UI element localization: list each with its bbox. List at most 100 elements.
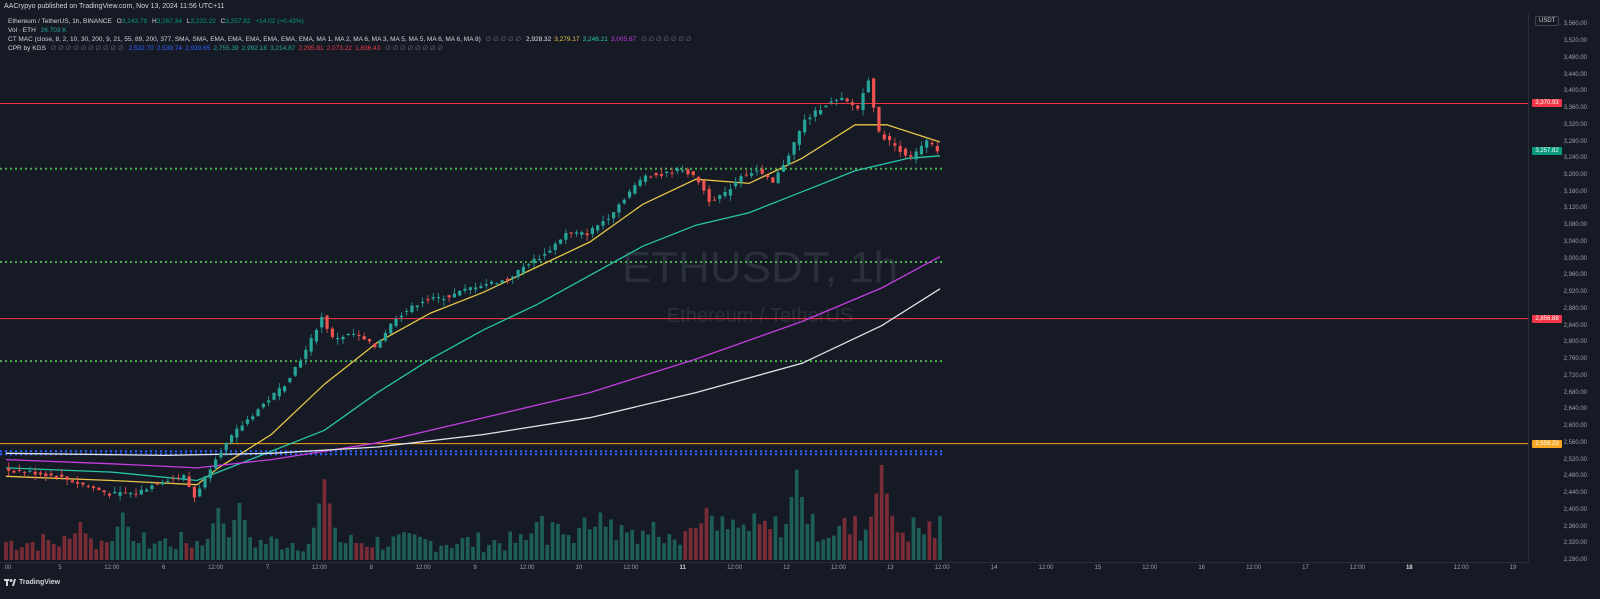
candle-body: [420, 301, 425, 304]
volume-bar: [656, 536, 661, 560]
volume-bar: [906, 541, 911, 560]
cpr-legend-row[interactable]: CPR by KGS ∅ ∅ ∅ ∅ ∅ ∅ ∅ ∅ ∅ ∅ 2,532.70 2…: [8, 44, 691, 53]
candle-body: [527, 264, 531, 266]
ohlc-change: +14.02 (+0.43%): [255, 18, 304, 25]
time-axis[interactable]: 00 5 12:00 6 12:00 7 12:00 8 12:00 9 12:00 10 12:00 1…: [0, 562, 1528, 577]
volume-bar: [566, 535, 571, 560]
cpr-label: CPR by KGS: [8, 45, 46, 52]
currency-badge[interactable]: USDT: [1535, 16, 1560, 26]
time-tick-label: 15: [1094, 565, 1102, 571]
time-tick-label: 12:00: [415, 565, 431, 571]
candle-body: [336, 337, 340, 340]
volume-bar: [365, 546, 369, 560]
candle-body: [49, 473, 53, 476]
mac-legend-row[interactable]: CT MAC (close, 8, 2, 10, 30, 200, 9, 21,…: [8, 35, 691, 44]
volume-bar: [9, 540, 14, 560]
candle-body: [251, 416, 255, 420]
symbol-line: Ethereum / TetherUS, 1h, BINANCE: [8, 18, 112, 25]
volume-bar: [14, 549, 19, 560]
candle-body: [91, 486, 96, 489]
candle-body: [86, 486, 90, 488]
volume-legend-row[interactable]: Vol · ETH 26.703 K: [8, 26, 691, 35]
candle-body: [808, 117, 812, 120]
price-tick-label: 2,720.00: [1563, 372, 1587, 379]
candle-body: [176, 477, 181, 479]
price-tick-label: 2,520.00: [1563, 456, 1587, 463]
candle-body: [834, 100, 839, 102]
candle-body: [160, 481, 165, 485]
candle-body: [245, 419, 250, 424]
price-tick-label: 2,640.00: [1563, 406, 1587, 413]
volume-bar: [736, 527, 741, 560]
price-tick-label: 2,320.00: [1563, 540, 1587, 547]
candle-body: [914, 151, 918, 160]
volume-bar: [370, 547, 375, 560]
candle-body: [930, 142, 934, 145]
volume-bar: [858, 540, 863, 560]
price-axis[interactable]: USDT 3,560.00 3,520.00 3,480.00 3,440.00 3,4…: [1528, 14, 1600, 563]
volume-bar: [131, 541, 136, 560]
price-tick-label: 3,160.00: [1563, 188, 1587, 195]
volume-bar: [731, 519, 735, 560]
candle-body: [659, 174, 663, 176]
volume-bar: [449, 547, 454, 560]
volume-bar: [126, 526, 130, 560]
volume-bar: [189, 547, 194, 560]
mac-value-2: 3,246.21: [582, 36, 608, 43]
candle-body: [681, 170, 685, 172]
candle-body: [341, 336, 345, 340]
candle-body: [760, 169, 764, 174]
time-tick-label: 12:00: [1038, 565, 1054, 571]
volume-bar: [205, 539, 210, 560]
volume-bar: [561, 534, 566, 560]
volume-bar: [492, 540, 497, 560]
candle-body: [484, 284, 488, 286]
candle-body: [70, 480, 74, 483]
price-tick-label: 2,480.00: [1563, 473, 1587, 480]
volume-bar: [4, 542, 8, 560]
candle-body: [394, 318, 398, 327]
candle-body: [882, 134, 886, 140]
cpr-dim-values: ∅ ∅ ∅ ∅ ∅ ∅ ∅ ∅ ∅ ∅: [50, 45, 124, 52]
time-tick-label: 19: [1509, 565, 1517, 571]
volume-bar: [757, 524, 762, 560]
volume-bar: [136, 543, 141, 560]
moving-average-line: [5, 288, 941, 457]
volume-bar: [301, 551, 306, 560]
volume-bar: [794, 469, 799, 560]
symbol-legend-row[interactable]: Ethereum / TetherUS, 1h, BINANCE O3,243.…: [8, 17, 691, 26]
candle-body: [718, 195, 722, 200]
price-tick-label: 3,200.00: [1563, 172, 1587, 178]
candle-body: [298, 360, 303, 368]
mac-value-3: 3,005.67: [610, 36, 637, 43]
candle-body: [532, 258, 536, 264]
candle-body: [479, 286, 483, 288]
price-tick-label: 2,280.00: [1563, 557, 1587, 563]
ohlc-h-label: H: [151, 18, 157, 25]
candle-body: [28, 470, 32, 472]
volume-bar: [20, 547, 24, 560]
volume-bar: [683, 531, 688, 560]
price-tick-label: 2,560.00: [1563, 439, 1587, 446]
volume-bar: [269, 536, 274, 560]
candle-body: [468, 287, 472, 290]
tradingview-brand: TradingView: [19, 579, 61, 586]
tradingview-footer[interactable]: TradingView: [4, 579, 60, 586]
price-tick-label: 3,240.00: [1563, 155, 1587, 162]
candle-body: [277, 388, 281, 397]
candle-body: [840, 97, 844, 101]
time-tick-label: 12:00: [1142, 565, 1158, 571]
ohlc-l-label: L: [186, 18, 191, 25]
volume-bar: [195, 540, 199, 560]
volume-bar: [699, 523, 704, 560]
price-tick-label: 3,440.00: [1563, 71, 1587, 78]
volume-bar: [94, 549, 99, 560]
candle-body: [781, 164, 786, 172]
volume-bar: [227, 537, 231, 560]
volume-bar: [168, 546, 173, 560]
candle-body: [691, 171, 695, 176]
volume-bar: [296, 550, 300, 560]
volume-bar: [502, 550, 507, 560]
candle-body: [670, 172, 674, 174]
price-chart[interactable]: ETHUSDT, 1h Ethereum / TetherUS: [0, 14, 1528, 562]
